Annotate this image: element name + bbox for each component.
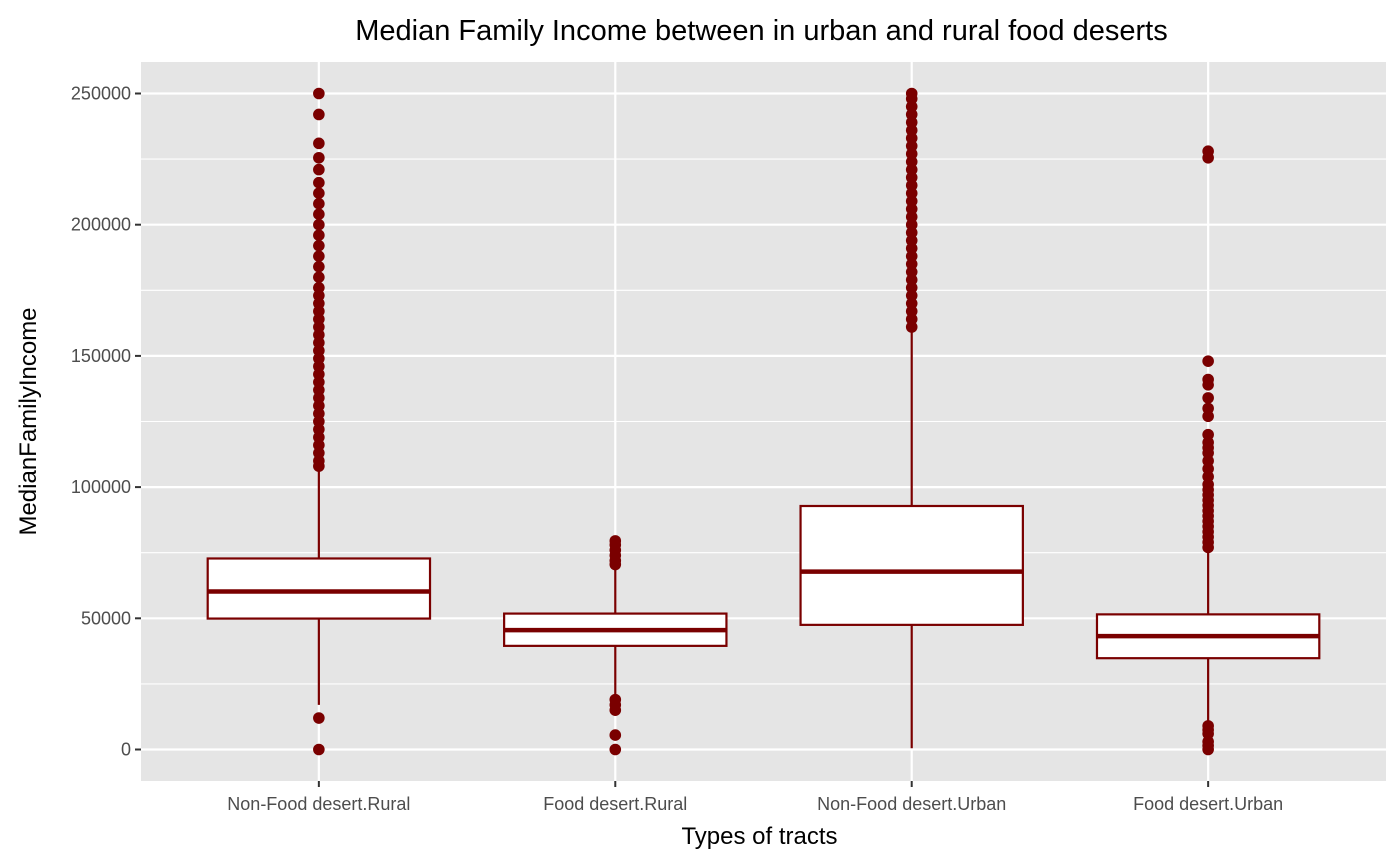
outlier-point — [313, 151, 325, 164]
outlier-point — [609, 743, 622, 756]
outlier-point — [609, 693, 622, 706]
outlier-point — [313, 281, 325, 294]
outlier-point — [1202, 720, 1214, 732]
outlier-point — [313, 163, 325, 176]
outlier-point — [1202, 402, 1214, 415]
outlier-point — [313, 176, 325, 189]
y-tick-label: 250000 — [71, 83, 131, 103]
outlier-point — [313, 250, 325, 262]
x-tick-label: Non-Food desert.Urban — [817, 794, 1006, 814]
y-tick-label: 0 — [121, 740, 131, 760]
outlier-point — [1202, 145, 1214, 158]
y-tick-label: 150000 — [71, 346, 131, 366]
outlier-point — [609, 729, 622, 741]
outlier-point — [313, 271, 325, 283]
x-tick-label: Food desert.Urban — [1133, 794, 1283, 814]
x-tick-label: Non-Food desert.Rural — [227, 794, 410, 814]
outlier-point — [313, 187, 325, 200]
outlier-point — [1202, 392, 1214, 404]
boxes-layer — [206, 87, 1321, 756]
box-2 — [503, 535, 728, 756]
outlier-point — [313, 208, 325, 220]
x-axis-title: Types of tracts — [681, 823, 837, 850]
chart-title: Median Family Income between in urban an… — [355, 15, 1167, 47]
outlier-point — [313, 743, 325, 756]
outlier-point — [1202, 428, 1214, 441]
axes-layer: 0 50000 100000 150000 200000 250000 Non-Food d… — [71, 83, 1283, 814]
y-tick-label: 200000 — [71, 215, 131, 235]
box-iqr — [799, 504, 1024, 626]
outlier-point — [1202, 355, 1214, 367]
outlier-point — [313, 239, 325, 252]
box-3 — [799, 87, 1024, 749]
outlier-point — [313, 108, 325, 121]
outlier-point — [905, 87, 918, 100]
outlier-point — [313, 87, 325, 100]
outlier-point — [609, 535, 622, 547]
outlier-point — [313, 197, 325, 210]
y-tick-label: 100000 — [71, 477, 131, 497]
box-4 — [1095, 145, 1321, 756]
outlier-point — [313, 229, 325, 241]
x-tick-label: Food desert.Rural — [543, 794, 687, 814]
box-iqr — [206, 557, 432, 620]
outlier-point — [313, 137, 325, 150]
outlier-point — [1202, 373, 1214, 386]
outlier-point — [313, 712, 325, 724]
box-1 — [206, 87, 432, 756]
y-tick-label: 50000 — [81, 608, 131, 628]
outlier-point — [313, 218, 325, 231]
outlier-point — [313, 260, 325, 273]
y-axis-title: MedianFamilyIncome — [15, 307, 42, 535]
